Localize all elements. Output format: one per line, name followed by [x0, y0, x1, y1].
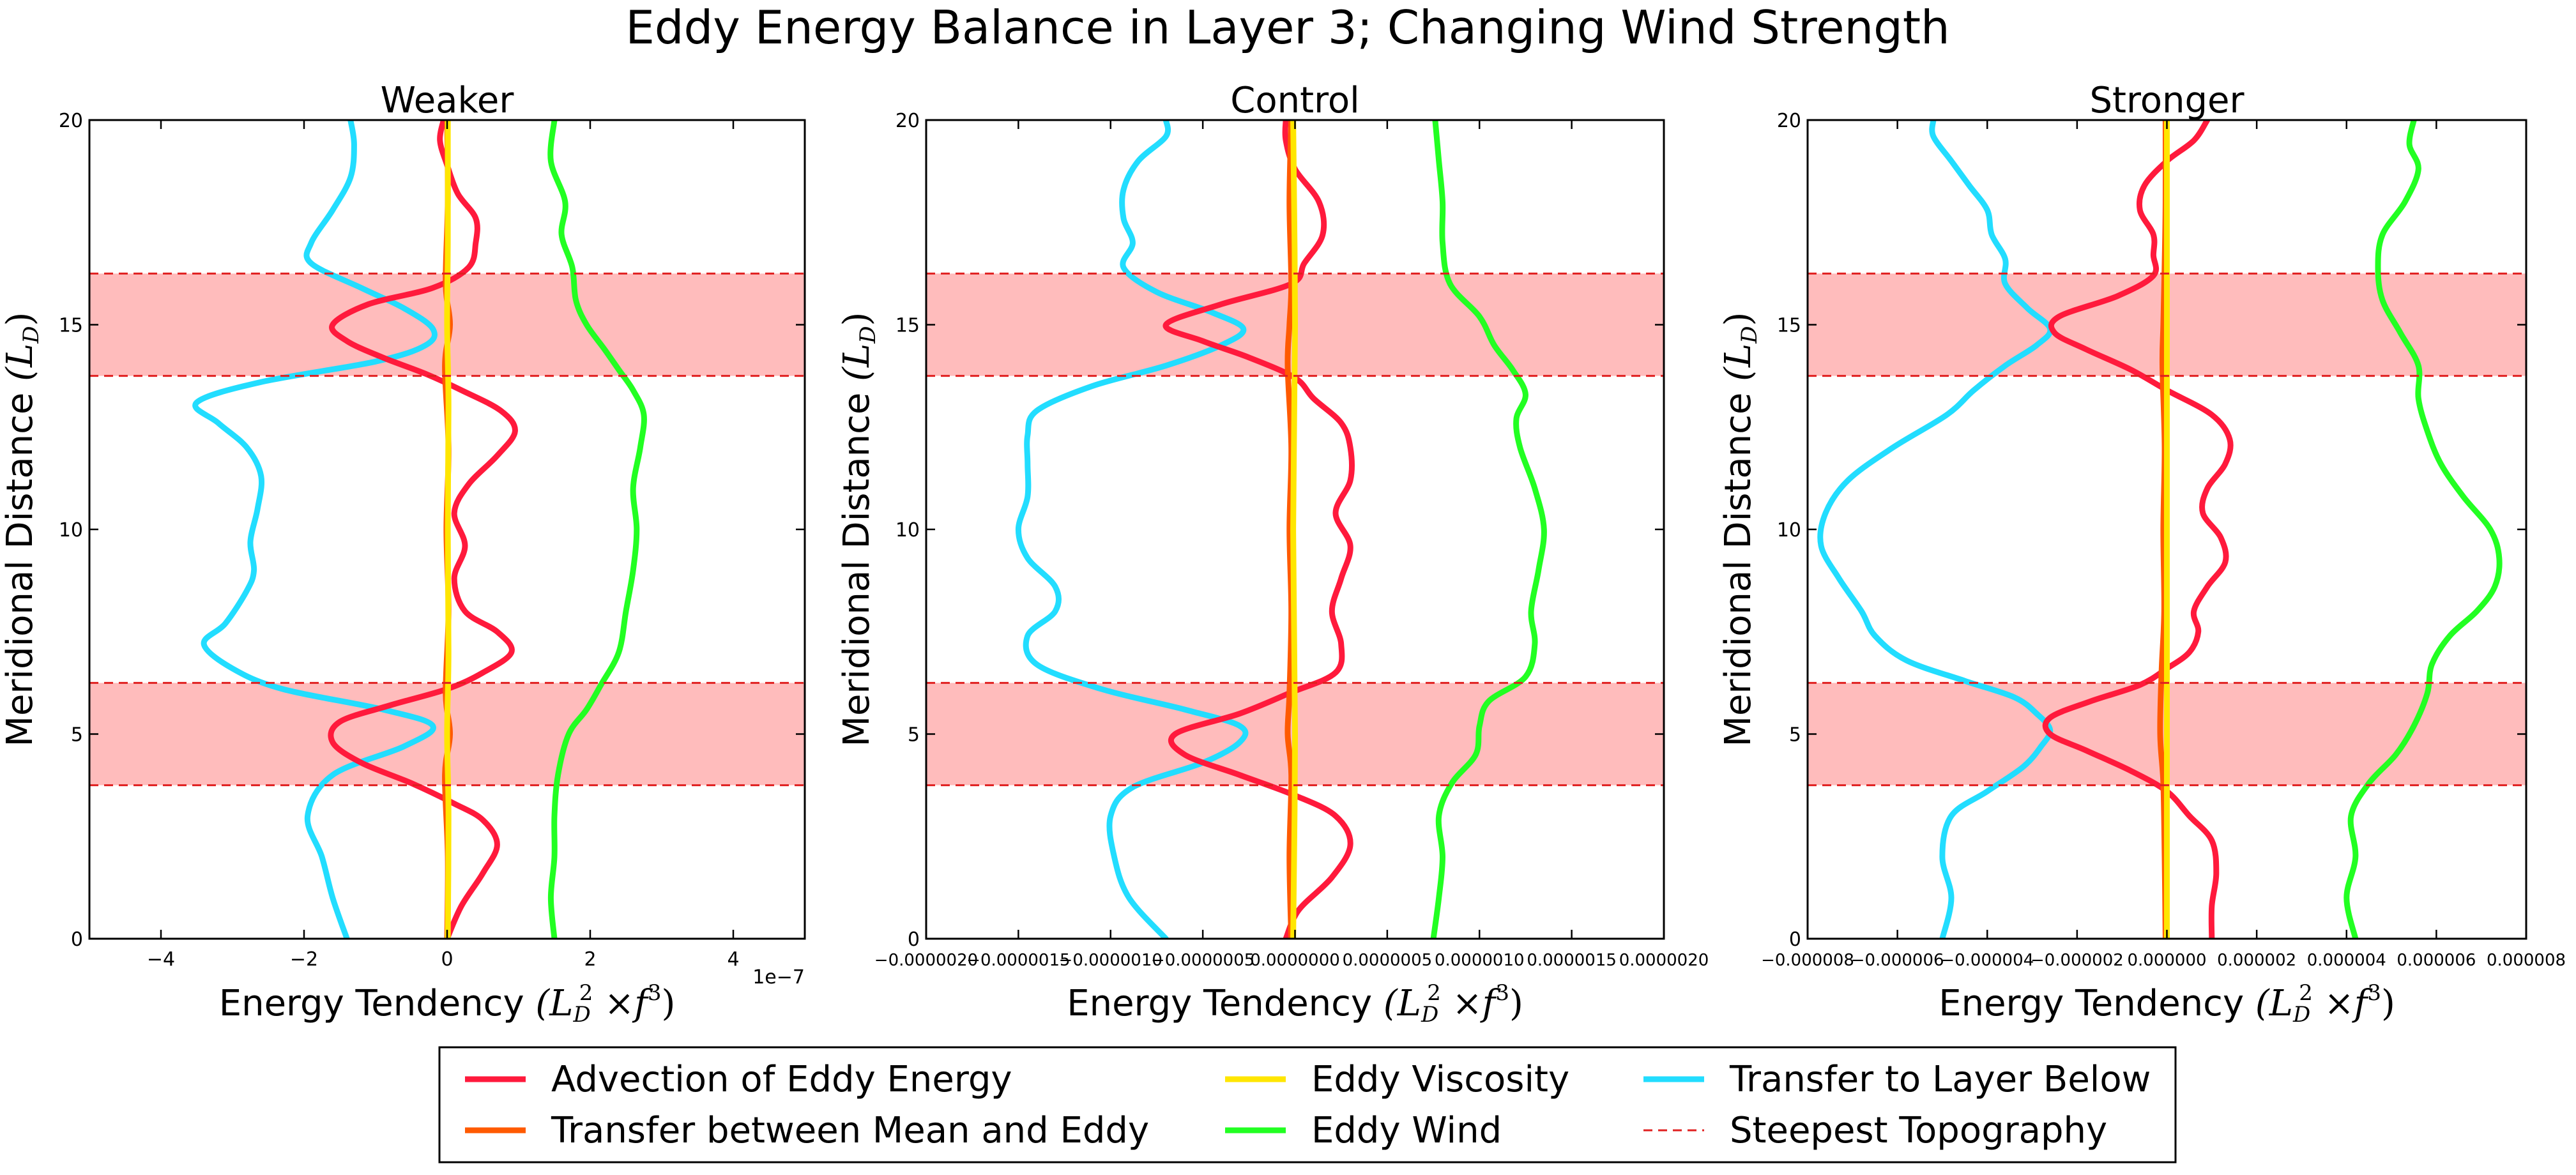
legend-label: Transfer between Mean and Eddy: [551, 1110, 1149, 1151]
series-advection-of-eddy-energy: [1162, 120, 1355, 939]
y-tick-label: 5: [71, 724, 83, 747]
y-tick-label: 5: [1789, 724, 1801, 747]
x-offset-label: 1e−7: [752, 966, 805, 989]
x-axis-label: Energy Tendency (LD2 ×f3): [1939, 980, 2395, 1027]
y-tick-label: 20: [59, 110, 83, 132]
x-tick-label: 0.000002: [2217, 951, 2296, 970]
y-tick-label: 10: [1777, 519, 1801, 542]
x-tick-label: −0.000006: [1851, 951, 1944, 970]
series-eddy-viscosity: [444, 120, 452, 939]
y-tick-label: 20: [1777, 110, 1801, 132]
legend: Advection of Eddy Energy Transfer between…: [438, 1046, 2177, 1164]
series-eddy-wind: [2344, 120, 2503, 939]
legend-label: Advection of Eddy Energy: [551, 1059, 1012, 1100]
y-tick-label: 0: [908, 929, 920, 951]
x-tick-label: 0.000000: [2127, 951, 2206, 970]
x-tick-label: 0.000006: [2397, 951, 2476, 970]
y-tick-label: 10: [59, 519, 83, 542]
legend-item-eddy-viscosity: Eddy Viscosity: [1225, 1059, 1569, 1100]
panel-title: Weaker: [381, 80, 515, 121]
x-tick-label: −0.0000005: [1151, 951, 1254, 970]
figure-title: Eddy Energy Balance in Layer 3; Changing…: [625, 1, 1949, 54]
x-tick-label: 0.000008: [2487, 951, 2566, 970]
legend-label: Transfer to Layer Below: [1729, 1059, 2151, 1100]
series-transfer-to-layer-below: [1015, 120, 1249, 939]
x-tick-label: 0.0000020: [1619, 951, 1709, 970]
x-tick-label: −0.000004: [1940, 951, 2034, 970]
series-transfer-between-mean-and-eddy: [1284, 120, 1295, 939]
panel-control: −0.0000020−0.0000015−0.0000010−0.0000005…: [836, 80, 1709, 1027]
legend-label: Steepest Topography: [1730, 1110, 2107, 1151]
y-axis-label: Meridional Distance (LD): [0, 312, 44, 747]
legend-label: Eddy Wind: [1311, 1110, 1502, 1151]
series-transfer-to-layer-below: [1817, 120, 2054, 939]
series-transfer-to-layer-below: [192, 120, 438, 939]
y-tick-label: 0: [71, 929, 83, 951]
x-tick-label: 0.0000015: [1527, 951, 1617, 970]
x-axis-label-units: (L: [1383, 983, 1421, 1024]
x-axis-label-units: (L: [2255, 983, 2293, 1024]
legend-item-transfer-between-mean-and-eddy: Transfer between Mean and Eddy: [465, 1110, 1149, 1151]
y-tick-label: 15: [896, 315, 920, 337]
x-tick-label: 0.000004: [2307, 951, 2386, 970]
series-eddy-viscosity: [1290, 120, 1298, 939]
plot-area: [1817, 120, 2503, 939]
legend-item-eddy-wind: Eddy Wind: [1225, 1110, 1502, 1151]
legend-item-steepest-topography: Steepest Topography: [1643, 1110, 2107, 1151]
panel-weaker: −4 −2 0 2 4 0 5 10 15 20 1e−7 Weaker Energy Tendency…: [0, 80, 806, 1027]
y-tick-label: 0: [1789, 929, 1801, 951]
series-advection-of-eddy-energy: [328, 120, 518, 939]
x-axis-label-units: (L: [535, 983, 573, 1024]
panel-stronger: −0.000008−0.000006−0.000004−0.000002 0.00…: [1718, 80, 2566, 1027]
x-tick-label: −4: [147, 948, 175, 971]
x-tick-label: 0.0000000: [1250, 951, 1340, 970]
y-tick-label: 20: [896, 110, 920, 132]
y-axis-label-units: (L: [836, 344, 878, 381]
x-tick-label: −0.0000020: [874, 951, 978, 970]
x-tick-label: −0.000008: [1761, 951, 1854, 970]
legend-item-advection-of-eddy-energy: Advection of Eddy Energy: [465, 1059, 1012, 1100]
legend-label: Eddy Viscosity: [1311, 1059, 1569, 1100]
y-tick-label: 10: [896, 519, 920, 542]
x-tick-label: −0.0000010: [1059, 951, 1162, 970]
series-eddy-wind: [547, 120, 647, 939]
x-tick-label: −0.0000015: [966, 951, 1070, 970]
y-axis-label-units: (L: [0, 344, 41, 381]
panel-title: Stronger: [2089, 80, 2244, 121]
x-axis-label: Energy Tendency (LD2 ×f3): [1067, 980, 1523, 1027]
x-tick-label: 4: [727, 948, 739, 971]
plot-area: [1015, 120, 1547, 939]
y-tick-label: 15: [59, 315, 83, 337]
series-advection-of-eddy-energy: [2042, 120, 2234, 939]
plot-area: [192, 120, 647, 939]
legend-frame: [438, 1046, 2177, 1164]
x-tick-label: 0.0000010: [1435, 951, 1525, 970]
x-axis-label: Energy Tendency (LD2 ×f3): [219, 980, 676, 1027]
y-axis-label: Meridional Distance (LD): [1718, 312, 1762, 747]
x-tick-label: 2: [584, 948, 596, 971]
x-tick-label: 0: [441, 948, 453, 971]
x-tick-label: −2: [290, 948, 318, 971]
y-tick-label: 5: [908, 724, 920, 747]
y-axis-label: Meridional Distance (LD): [836, 312, 881, 747]
legend-item-transfer-to-layer-below: Transfer to Layer Below: [1643, 1059, 2151, 1100]
series-eddy-wind: [1430, 120, 1547, 939]
x-tick-label: −0.000002: [2031, 951, 2124, 970]
panel-title: Control: [1230, 80, 1359, 121]
panels: −4 −2 0 2 4 0 5 10 15 20 1e−7 Weaker Energy Tendency…: [0, 80, 2566, 1027]
y-tick-label: 15: [1777, 315, 1801, 337]
y-axis-label-units: (L: [1718, 344, 1759, 381]
x-tick-label: 0.0000005: [1343, 951, 1433, 970]
